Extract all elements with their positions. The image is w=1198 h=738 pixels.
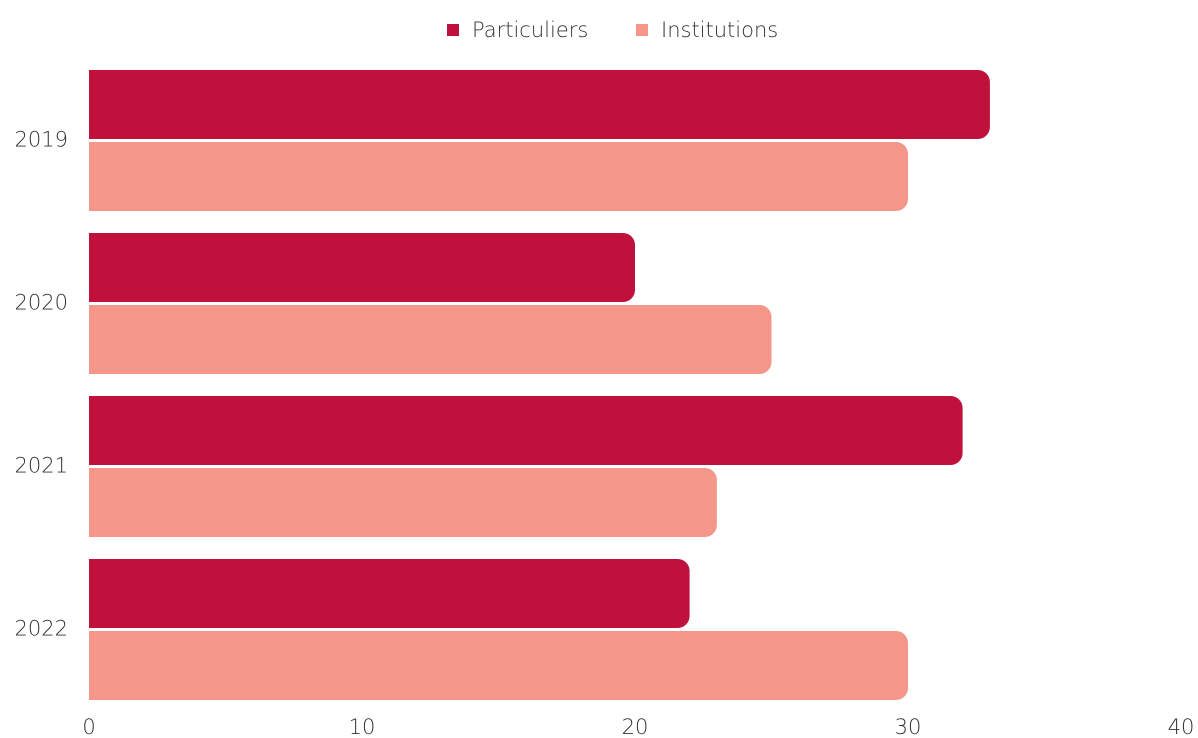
x-tick-label: 40 <box>1168 715 1195 738</box>
bar <box>89 142 908 211</box>
x-tick-label: 10 <box>349 715 376 738</box>
x-tick-label: 30 <box>895 715 922 738</box>
bar <box>89 233 635 302</box>
legend-swatch <box>636 24 648 36</box>
legend-swatch <box>447 24 459 36</box>
bar <box>89 70 990 139</box>
legend-label: Particuliers <box>472 18 588 42</box>
y-tick-label: 2022 <box>15 617 68 641</box>
y-tick-label: 2020 <box>15 291 68 315</box>
bar <box>89 396 963 465</box>
y-tick-label: 2021 <box>15 454 68 478</box>
legend-label: Institutions <box>661 18 778 42</box>
bar <box>89 468 717 537</box>
x-tick-label: 20 <box>622 715 649 738</box>
y-tick-label: 2019 <box>15 128 68 152</box>
bar <box>89 305 772 374</box>
bar <box>89 559 690 628</box>
x-tick-label: 0 <box>82 715 95 738</box>
bar <box>89 631 908 700</box>
